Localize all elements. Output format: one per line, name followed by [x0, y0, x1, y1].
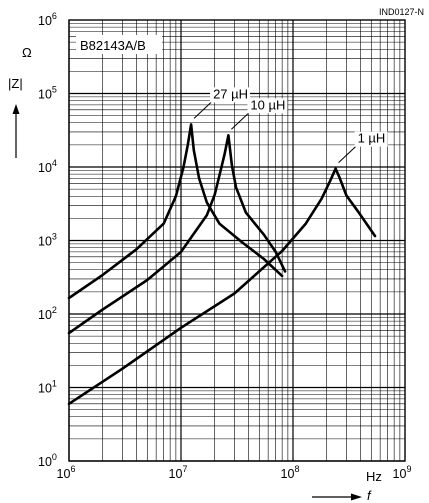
- series-label: 1 µH: [358, 131, 386, 146]
- y-tick-label: 105: [38, 85, 57, 102]
- x-axis-arrow-icon: [351, 493, 362, 501]
- y-unit: Ω: [22, 45, 32, 60]
- series-line: [67, 167, 377, 406]
- x-unit: Hz: [366, 469, 382, 484]
- y-axis-label: |Z|: [8, 76, 23, 91]
- chart-series: [67, 123, 377, 406]
- figure-id: IND0127-N: [379, 7, 424, 17]
- series-label-leader: [193, 102, 212, 119]
- y-tick-label: 102: [38, 305, 57, 322]
- y-tick-label: 101: [38, 379, 57, 396]
- x-axis-label: f: [367, 488, 372, 503]
- y-tick-label: 100: [38, 452, 57, 469]
- series-line: [67, 134, 287, 335]
- series-label-box: [354, 131, 388, 147]
- series-label: 10 µH: [250, 97, 285, 112]
- y-tick-label: 104: [38, 158, 57, 175]
- series-label-leader: [231, 112, 249, 130]
- plot-frame: [68, 19, 406, 462]
- y-axis-arrow-icon: [12, 104, 20, 114]
- series-line: [67, 123, 284, 300]
- y-tick-label: 103: [38, 232, 57, 249]
- x-tick-label: 109: [393, 464, 412, 481]
- title-box: [76, 35, 162, 54]
- series-label-box: [247, 98, 288, 114]
- chart-title: B82143A/B: [80, 38, 146, 53]
- x-tick-label: 107: [169, 464, 188, 481]
- x-tick-label: 106: [57, 464, 76, 481]
- x-tick-label: 108: [281, 464, 300, 481]
- series-label-box: [210, 87, 251, 103]
- axis-ticks: 100 101 102 103 104 105 106 106 107 108 109: [38, 11, 411, 481]
- series-label: 27 µH: [213, 86, 248, 101]
- y-tick-label: 106: [38, 11, 57, 28]
- series-label-leader: [338, 146, 356, 164]
